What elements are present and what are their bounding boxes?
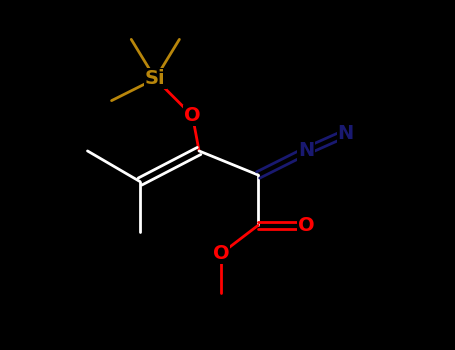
- Text: N: N: [338, 124, 354, 143]
- Text: N: N: [298, 141, 314, 160]
- Text: O: O: [298, 216, 314, 235]
- Text: O: O: [184, 106, 201, 125]
- Text: O: O: [212, 244, 229, 263]
- Text: Si: Si: [145, 69, 166, 88]
